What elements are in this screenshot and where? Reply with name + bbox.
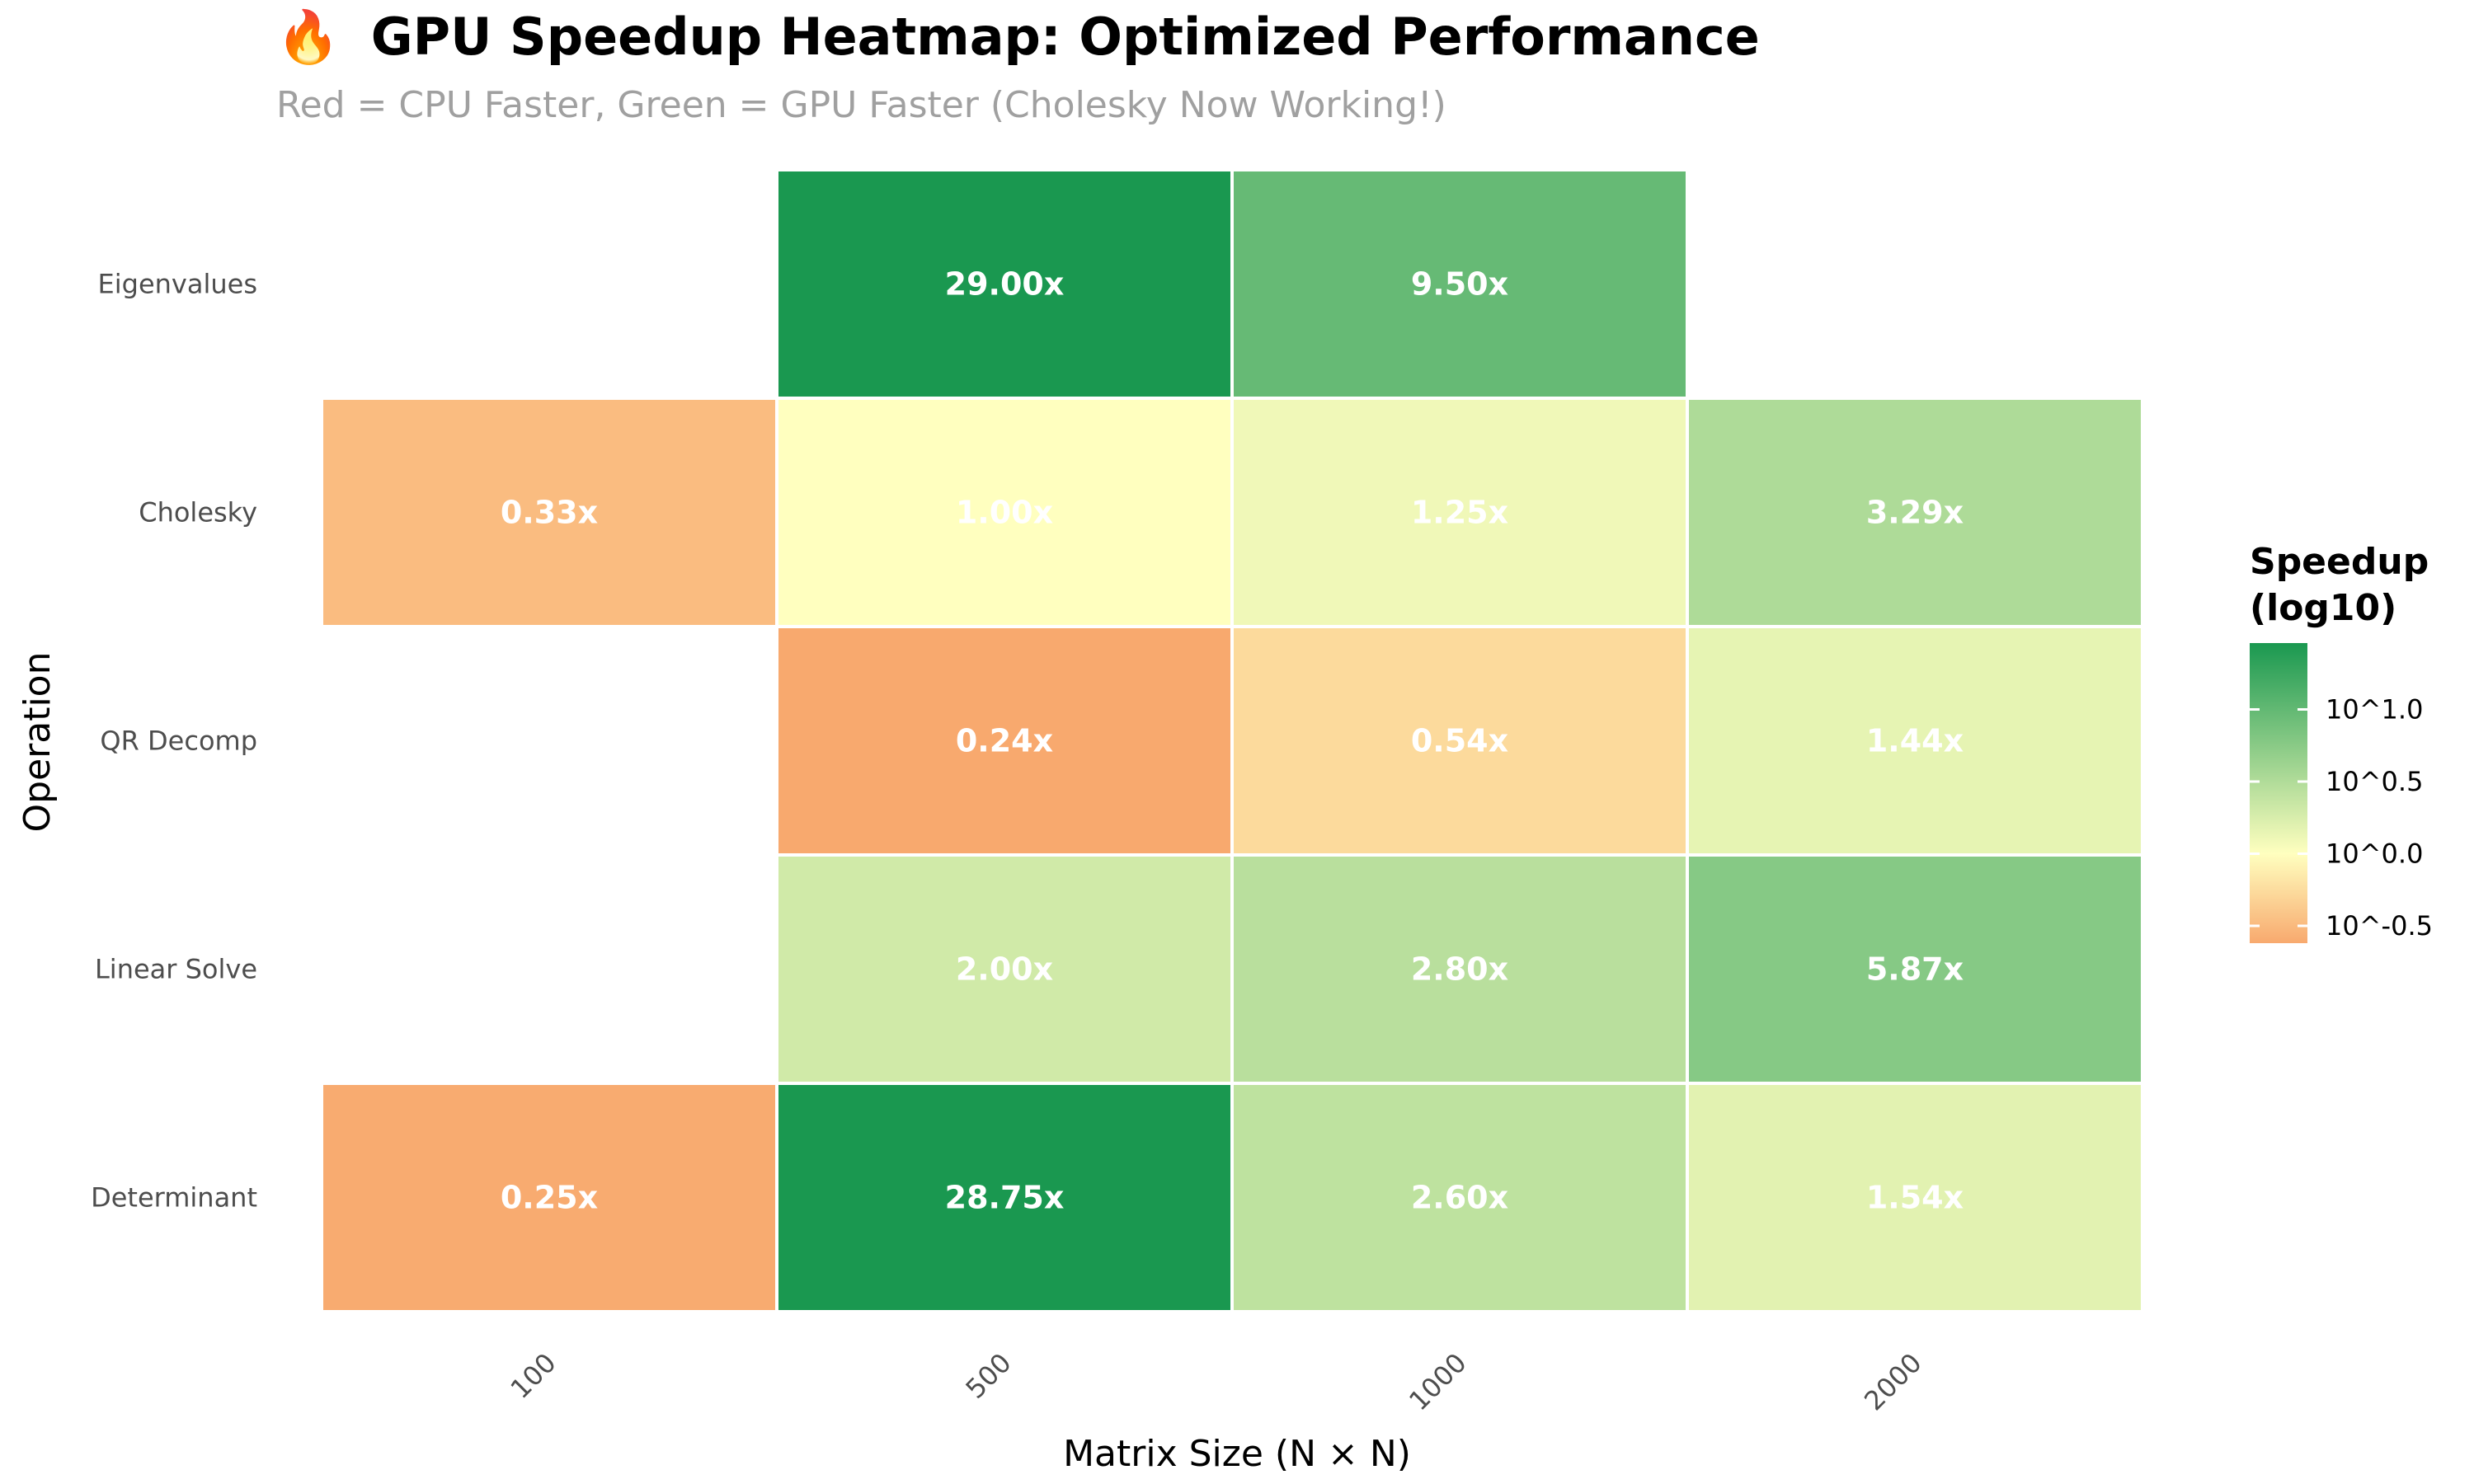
heatmap-cell <box>775 853 1234 1085</box>
x-tick-label: 100 <box>505 1347 562 1405</box>
heatmap-cell <box>775 397 1234 628</box>
heatmap-cell <box>1230 625 1689 857</box>
cell-value-label: 1.25x <box>1411 495 1508 531</box>
heatmap-cell <box>775 168 1234 400</box>
x-axis-label: Matrix Size (N × N) <box>1063 1433 1411 1475</box>
heatmap-cell <box>1230 168 1689 400</box>
heatmap-cells <box>320 168 2144 1313</box>
cell-value-label: 2.60x <box>1411 1180 1508 1216</box>
cell-value-label: 3.29x <box>1866 495 1964 531</box>
heatmap-cell <box>775 1082 1234 1313</box>
x-axis-ticks: 100 500 1000 2000 <box>505 1347 1928 1416</box>
heatmap-cell <box>320 397 778 628</box>
legend-tick-label: 10^0.5 <box>2326 766 2423 797</box>
chart-subtitle: Red = CPU Faster, Green = GPU Faster (Ch… <box>276 84 1446 126</box>
chart-title: 🔥 GPU Speedup Heatmap: Optimized Perform… <box>276 7 1760 67</box>
cell-value-label: 0.25x <box>501 1180 598 1216</box>
legend-colorbar <box>2250 643 2307 943</box>
cell-value-label: 1.00x <box>956 495 1053 531</box>
cell-value-label: 5.87x <box>1866 951 1964 988</box>
heatmap-cell <box>1686 853 2144 1085</box>
heatmap-cell <box>1686 397 2144 628</box>
cell-value-label: 2.80x <box>1411 951 1508 988</box>
heatmap-cell <box>1686 1082 2144 1313</box>
legend-tick-label: 10^-0.5 <box>2326 910 2433 942</box>
cell-value-label: 1.44x <box>1866 723 1964 759</box>
y-axis-label: Operation <box>16 652 59 833</box>
y-tick-label: QR Decomp <box>100 726 257 757</box>
x-tick-label: 500 <box>960 1347 1018 1405</box>
legend-tick-label: 10^0.0 <box>2326 838 2423 870</box>
cell-value-label: 28.75x <box>945 1180 1065 1216</box>
cell-value-label: 1.54x <box>1866 1180 1964 1216</box>
y-tick-label: Eigenvalues <box>98 269 257 300</box>
cell-value-label: 29.00x <box>945 266 1065 303</box>
legend-title-line1: Speedup <box>2250 541 2429 583</box>
cell-value-label: 0.24x <box>956 723 1053 759</box>
cell-value-label: 0.33x <box>501 495 598 531</box>
x-tick-label: 1000 <box>1403 1347 1472 1416</box>
y-axis-ticks: Eigenvalues Cholesky QR Decomp Linear Solve… <box>91 269 257 1214</box>
cell-value-label: 0.54x <box>1411 723 1508 759</box>
x-tick-label: 2000 <box>1858 1347 1927 1416</box>
color-legend: Speedup (log10) 10^1.0 10^0.5 10^0.0 10^-0.… <box>2250 541 2433 943</box>
heatmap-cell <box>1230 397 1689 628</box>
legend-ticks: 10^1.0 10^0.5 10^0.0 10^-0.5 <box>2250 694 2433 942</box>
cell-value-label: 9.50x <box>1411 266 1508 303</box>
legend-title-line2: (log10) <box>2250 587 2396 629</box>
chart-title-text: GPU Speedup Heatmap: Optimized Performan… <box>371 7 1760 67</box>
heatmap-cell <box>320 1082 778 1313</box>
heatmap-cell-labels: 29.00x 9.50x 0.33x 1.00x 1.25x 3.29x 0.24x 0.54… <box>501 266 1964 1216</box>
fire-icon: 🔥 <box>276 7 340 67</box>
y-tick-label: Linear Solve <box>95 954 257 985</box>
legend-tick-label: 10^1.0 <box>2326 694 2423 726</box>
y-tick-label: Cholesky <box>139 497 257 528</box>
y-tick-label: Determinant <box>91 1182 257 1214</box>
cell-value-label: 2.00x <box>956 951 1053 988</box>
heatmap-cell <box>1230 1082 1689 1313</box>
